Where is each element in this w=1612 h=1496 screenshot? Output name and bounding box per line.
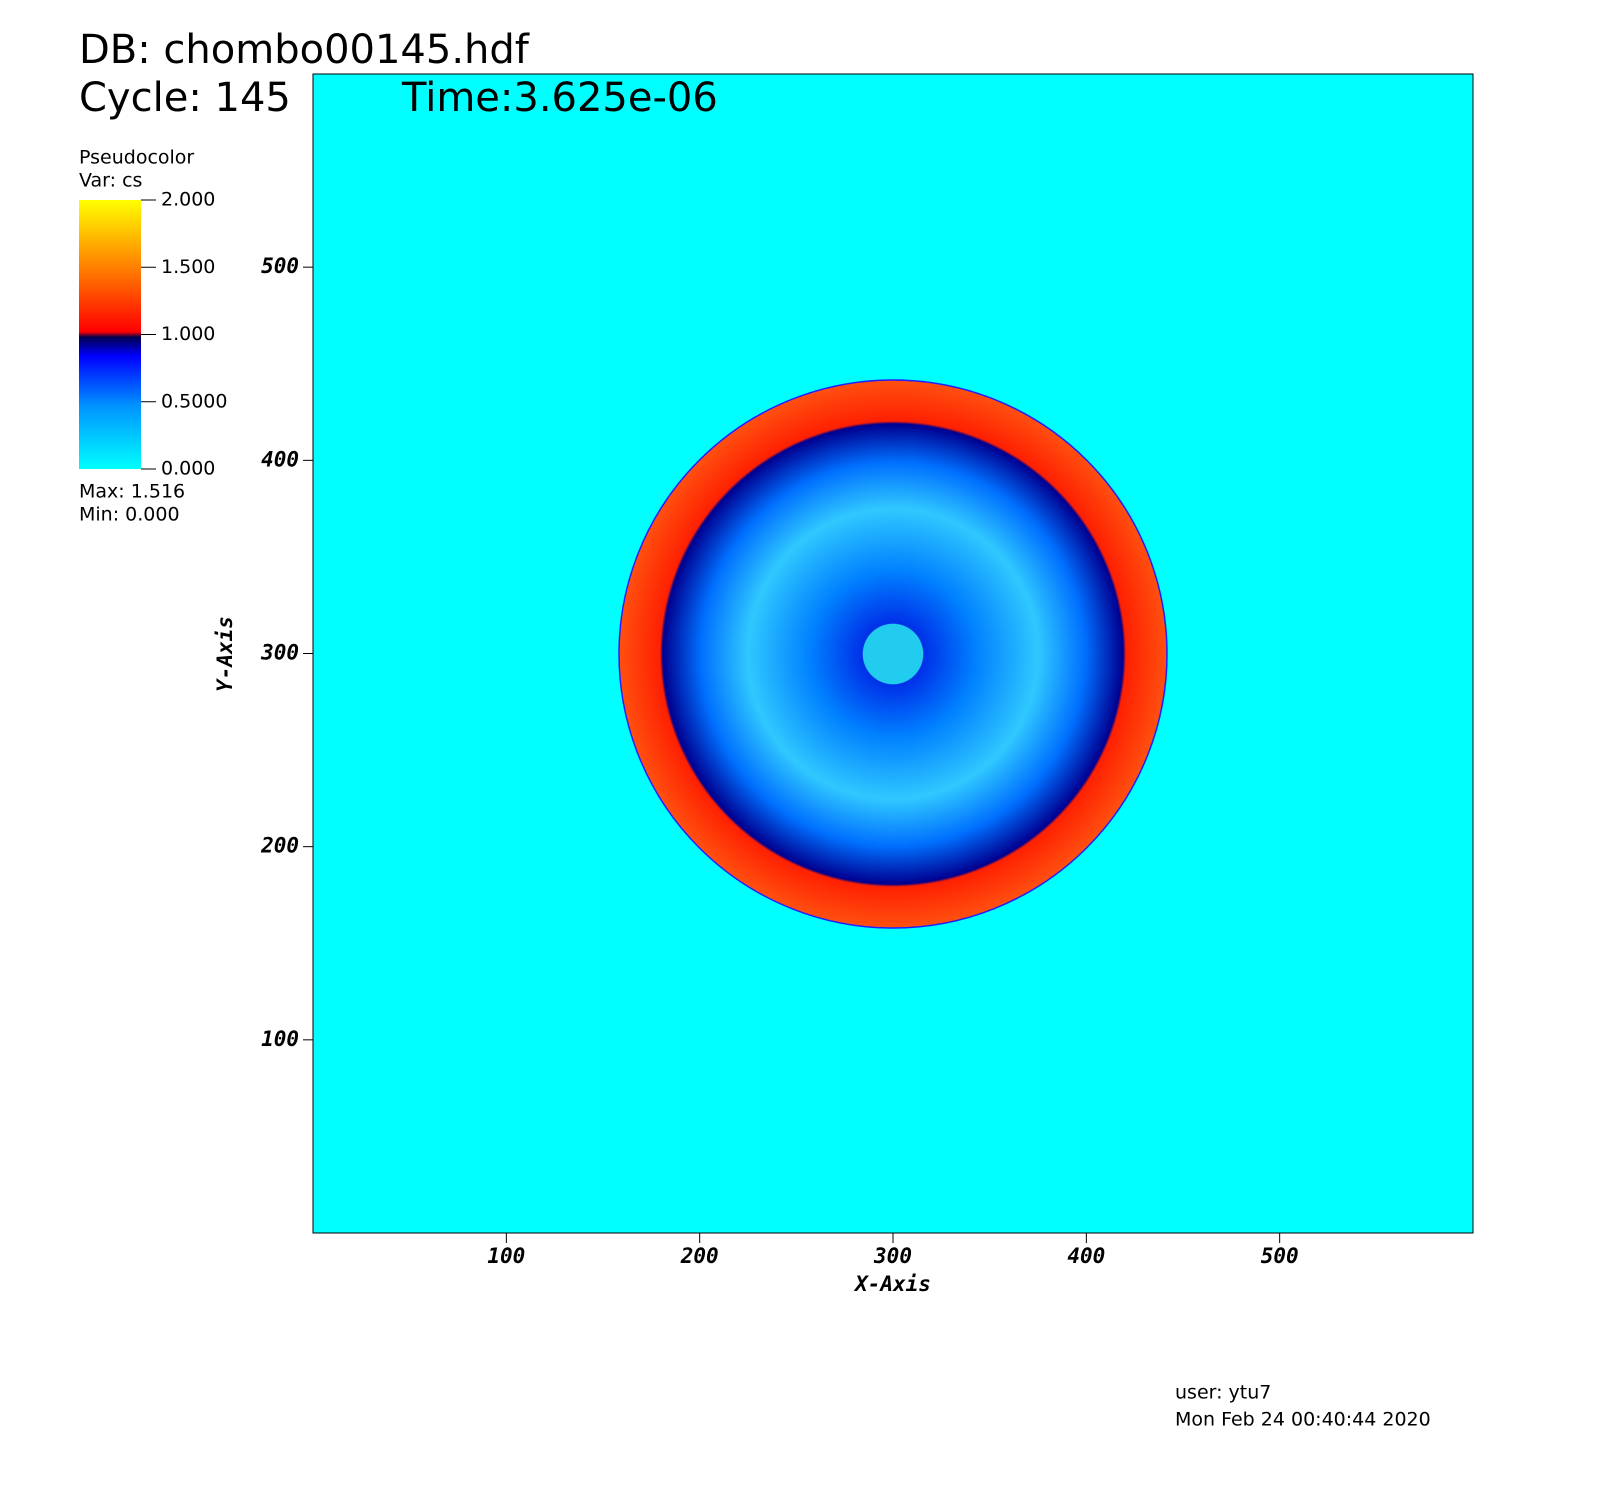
colorbar-label: 0.000 bbox=[161, 458, 215, 480]
y-tick-label: 500 bbox=[261, 254, 299, 278]
x-tick-label: 100 bbox=[487, 1244, 525, 1268]
x-tick-label: 200 bbox=[680, 1244, 719, 1268]
colorbar-label: 0.5000 bbox=[161, 390, 227, 412]
colorbar bbox=[79, 200, 141, 469]
db-title: DB: chombo00145.hdf bbox=[79, 27, 530, 73]
colorbar-label: 1.500 bbox=[161, 256, 215, 278]
date: Mon Feb 24 00:40:44 2020 bbox=[1175, 1409, 1431, 1431]
time: Time:3.625e-06 bbox=[401, 75, 718, 121]
legend-max: Max: 1.516 bbox=[79, 481, 185, 503]
field bbox=[618, 379, 1168, 929]
cycle: Cycle: 145 bbox=[79, 75, 291, 121]
legend-var: Var: cs bbox=[79, 170, 142, 192]
legend-min: Min: 0.000 bbox=[79, 504, 180, 526]
y-tick-label: 200 bbox=[260, 834, 299, 858]
colorbar-label: 1.000 bbox=[161, 323, 215, 345]
y-axis-label: Y-Axis bbox=[213, 616, 237, 692]
x-tick-label: 400 bbox=[1067, 1244, 1105, 1268]
x-tick-label: 300 bbox=[873, 1244, 912, 1268]
y-tick-label: 300 bbox=[260, 641, 299, 665]
legend-plot: Pseudocolor bbox=[79, 147, 194, 169]
user: user: ytu7 bbox=[1175, 1382, 1271, 1404]
y-tick-label: 100 bbox=[261, 1027, 299, 1051]
y-tick-label: 400 bbox=[261, 447, 299, 471]
x-axis-label: X-Axis bbox=[853, 1272, 931, 1296]
x-tick-label: 500 bbox=[1261, 1244, 1299, 1268]
colorbar-label: 2.000 bbox=[161, 189, 215, 211]
